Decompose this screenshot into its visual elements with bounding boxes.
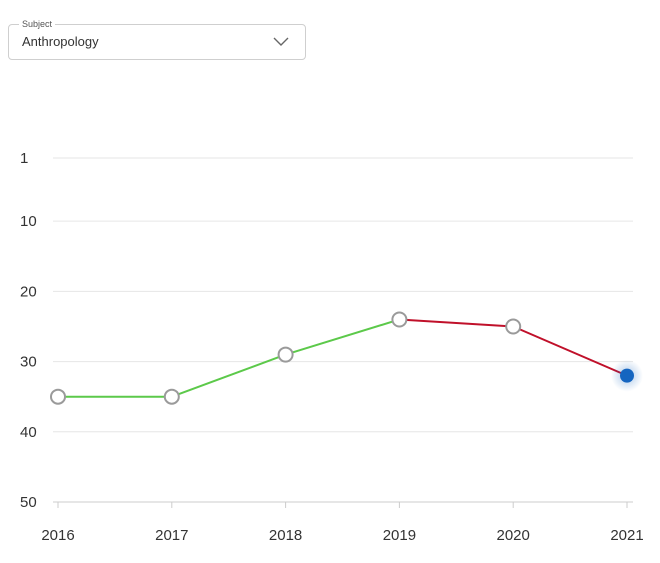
x-tick-label: 2021 <box>610 527 643 544</box>
data-point[interactable] <box>163 388 180 405</box>
data-point[interactable] <box>277 346 294 363</box>
subject-select[interactable]: Subject Anthropology <box>8 17 306 60</box>
y-tick-label: 1 <box>20 150 28 167</box>
chevron-down-icon[interactable] <box>273 35 289 47</box>
y-tick-label: 50 <box>20 494 37 511</box>
y-tick-label: 30 <box>20 354 37 371</box>
series-points <box>50 311 643 405</box>
x-tick-label: 2019 <box>383 527 416 544</box>
subject-select-value: Anthropology <box>22 34 99 49</box>
x-tick-label: 2018 <box>269 527 302 544</box>
x-tick-label: 2016 <box>41 527 74 544</box>
y-tick-label: 10 <box>20 213 37 230</box>
series-lines <box>57 318 628 398</box>
data-point[interactable] <box>505 318 522 335</box>
series-segment <box>284 318 401 356</box>
data-point[interactable] <box>391 311 408 328</box>
x-tick-label: 2020 <box>497 527 530 544</box>
gridlines <box>53 157 633 433</box>
data-point-current[interactable] <box>620 368 634 383</box>
series-segment <box>398 318 515 328</box>
data-point[interactable] <box>50 388 66 405</box>
subject-select-label: Subject <box>19 17 56 31</box>
x-tick-label: 2017 <box>155 527 188 544</box>
x-axis <box>53 501 633 508</box>
series-segment <box>512 325 628 377</box>
y-tick-label: 40 <box>20 424 37 441</box>
y-tick-label: 20 <box>20 283 37 300</box>
series-segment <box>170 353 287 398</box>
